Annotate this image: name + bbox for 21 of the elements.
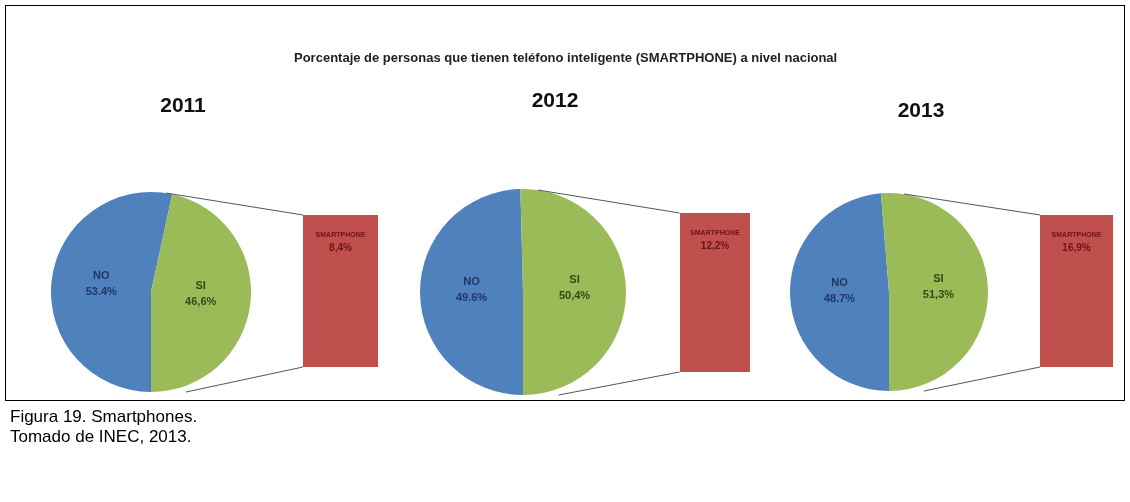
data-label: 50,4%: [558, 289, 591, 302]
text: Figura 19. Smartphones.: [10, 407, 198, 427]
data-label: 8,4%: [329, 242, 352, 253]
data-label: 16,9%: [1062, 242, 1091, 253]
data-label: 51,3%: [922, 287, 955, 300]
chart-subtitle: 2012: [530, 88, 580, 112]
data-label: 48.7%: [823, 292, 856, 305]
slice-label: NO: [463, 274, 481, 287]
chart-subtitle: 2011: [159, 93, 207, 117]
slice-label: SI: [933, 271, 944, 284]
slice-label: NO: [93, 268, 110, 281]
chart-subtitle: 2013: [896, 98, 946, 122]
data-label: 46,6%: [185, 295, 217, 308]
data-label: 53.4%: [85, 284, 118, 297]
text: Porcentaje de personas que tienen teléfono inteligente (SMARTPHONE) a nivel nacional: [294, 50, 838, 65]
slice-label: SI: [195, 279, 206, 292]
data-label: 49.6%: [455, 290, 488, 303]
text: Tomado de INEC, 2013.: [10, 427, 193, 447]
data-label: 12,2%: [700, 240, 730, 251]
slice-label: NO: [831, 276, 849, 289]
slice-label: SI: [569, 273, 580, 286]
